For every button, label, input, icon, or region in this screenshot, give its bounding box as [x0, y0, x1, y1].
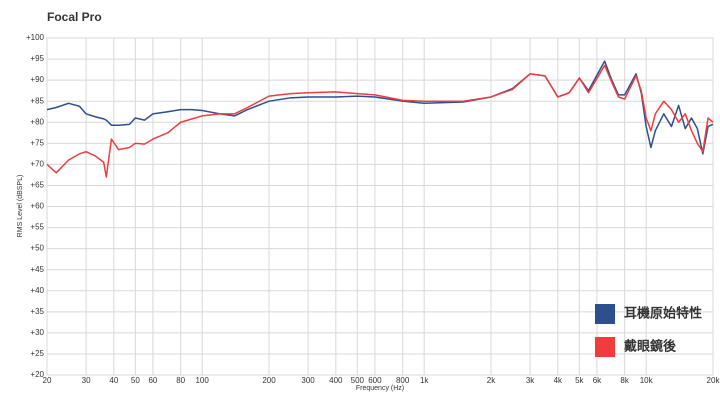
- x-tick-label: 1k: [420, 376, 429, 385]
- x-tick-label: 20: [43, 376, 52, 385]
- x-tick-label: 50: [131, 376, 140, 385]
- x-tick-label: 2k: [487, 376, 496, 385]
- legend-label: 戴眼鏡後: [624, 338, 677, 353]
- x-tick-label: 8k: [620, 376, 629, 385]
- x-tick-label: 3k: [526, 376, 535, 385]
- y-tick-label: +90: [30, 75, 44, 84]
- y-tick-label: +100: [26, 33, 45, 42]
- y-tick-label: +85: [30, 96, 44, 105]
- series-line: [46, 64, 714, 178]
- chart-title: Focal Pro: [47, 10, 102, 24]
- y-tick-label: +50: [30, 244, 44, 253]
- x-tick-label: 300: [301, 376, 315, 385]
- x-tick-label: 600: [368, 376, 382, 385]
- y-tick-label: +95: [30, 54, 44, 63]
- x-tick-label: 10k: [640, 376, 654, 385]
- y-tick-label: +75: [30, 138, 44, 147]
- legend-swatch: [595, 304, 615, 324]
- y-tick-label: +25: [30, 349, 44, 358]
- x-tick-label: 500: [351, 376, 365, 385]
- x-tick-label: 200: [262, 376, 276, 385]
- x-tick-label: 400: [329, 376, 343, 385]
- y-tick-label: +35: [30, 307, 44, 316]
- x-axis-label: Frequency (Hz): [356, 385, 404, 392]
- series-line: [46, 60, 714, 155]
- y-tick-label: +70: [30, 159, 44, 168]
- y-tick-label: +30: [30, 328, 44, 337]
- y-axis-label: RMS Level (dBSPL): [17, 175, 24, 238]
- x-tick-label: 6k: [593, 376, 602, 385]
- y-tick-label: +80: [30, 117, 44, 126]
- x-tick-label: 20k: [707, 376, 720, 385]
- y-tick-label: +40: [30, 286, 44, 295]
- x-tick-label: 800: [396, 376, 410, 385]
- legend-swatch: [595, 337, 615, 357]
- x-tick-label: 60: [148, 376, 157, 385]
- y-tick-label: +20: [30, 370, 44, 379]
- x-tick-label: 100: [195, 376, 209, 385]
- y-tick-label: +45: [30, 265, 44, 274]
- y-tick-label: +60: [30, 202, 44, 211]
- x-tick-label: 40: [109, 376, 118, 385]
- x-tick-label: 4k: [554, 376, 563, 385]
- y-tick-label: +65: [30, 181, 44, 190]
- legend-label: 耳機原始特性: [624, 305, 702, 320]
- x-tick-label: 5k: [575, 376, 584, 385]
- x-tick-label: 80: [176, 376, 185, 385]
- y-tick-label: +55: [30, 223, 44, 232]
- x-tick-label: 30: [82, 376, 91, 385]
